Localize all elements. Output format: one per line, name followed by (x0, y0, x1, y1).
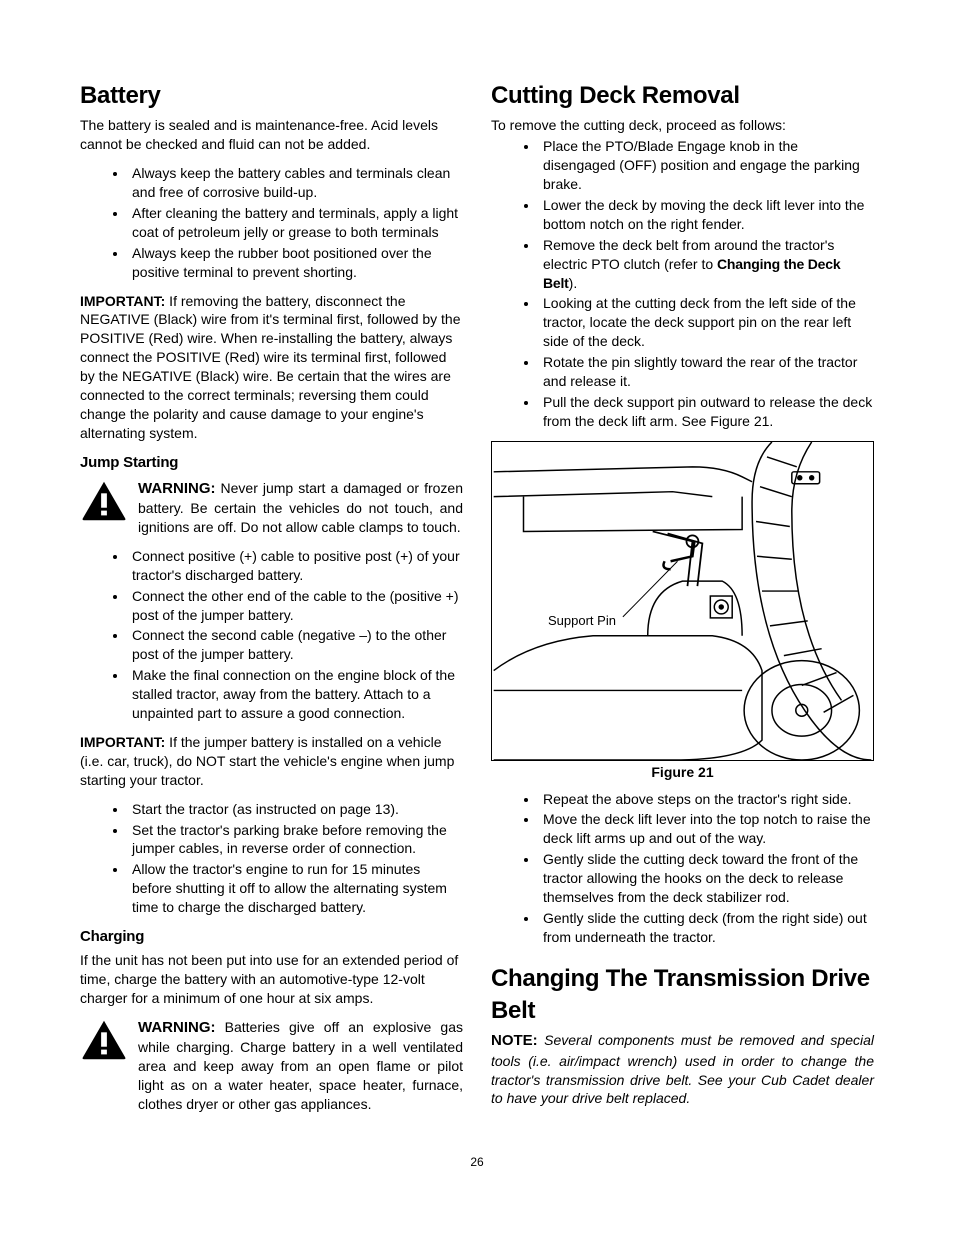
battery-list-1: Always keep the battery cables and termi… (80, 164, 463, 281)
list-item: Always keep the rubber boot positioned o… (128, 244, 463, 282)
jump-start-list-1: Connect positive (+) cable to positive p… (80, 547, 463, 723)
left-column: Battery The battery is sealed and is mai… (80, 80, 463, 1124)
list-item: Place the PTO/Blade Engage knob in the d… (539, 137, 874, 194)
list-item: Connect positive (+) cable to positive p… (128, 547, 463, 585)
note-body: Several components must be removed and s… (491, 1032, 874, 1106)
figure-label-support-pin: Support Pin (548, 612, 616, 630)
heading-jump-starting: Jump Starting (80, 453, 463, 473)
list-item: Pull the deck support pin outward to rel… (539, 393, 874, 431)
right-column: Cutting Deck Removal To remove the cutti… (491, 80, 874, 1124)
warning-triangle-icon (80, 1018, 128, 1062)
page-number: 26 (80, 1154, 874, 1170)
list-item: Make the final connection on the engine … (128, 666, 463, 723)
list-item: Gently slide the cutting deck (from the … (539, 909, 874, 947)
important-lead: IMPORTANT: (80, 293, 165, 309)
warning-lead: WARNING: (138, 1019, 216, 1036)
warning-text-2: WARNING: Batteries give off an explosive… (138, 1018, 463, 1114)
list-item: Set the tractor's parking brake before r… (128, 821, 463, 859)
figure-21-svg (492, 442, 873, 760)
warning-text-1: WARNING: Never jump start a damaged or f… (138, 479, 463, 537)
list-item: After cleaning the battery and terminals… (128, 204, 463, 242)
warning-triangle-icon (80, 479, 128, 523)
list-item: Repeat the above steps on the tractor's … (539, 790, 874, 809)
cutting-list-2: Repeat the above steps on the tractor's … (491, 790, 874, 947)
list-item: Connect the other end of the cable to th… (128, 587, 463, 625)
two-column-layout: Battery The battery is sealed and is mai… (80, 80, 874, 1124)
charging-paragraph: If the unit has not been put into use fo… (80, 951, 463, 1008)
important-lead: IMPORTANT: (80, 734, 165, 750)
warning-block-1: WARNING: Never jump start a damaged or f… (80, 479, 463, 537)
heading-charging: Charging (80, 927, 463, 947)
list-item: Lower the deck by moving the deck lift l… (539, 196, 874, 234)
note-paragraph: NOTE: Several components must be removed… (491, 1031, 874, 1108)
warning-block-2: WARNING: Batteries give off an explosive… (80, 1018, 463, 1114)
figure-caption: Figure 21 (491, 763, 874, 782)
list-item: Looking at the cutting deck from the lef… (539, 294, 874, 351)
heading-battery: Battery (80, 80, 463, 112)
list-item: Start the tractor (as instructed on page… (128, 800, 463, 819)
important-note-1: IMPORTANT: If removing the battery, disc… (80, 292, 463, 443)
list-item: Rotate the pin slightly toward the rear … (539, 353, 874, 391)
cutting-intro: To remove the cutting deck, proceed as f… (491, 116, 874, 135)
list-item: Connect the second cable (negative –) to… (128, 626, 463, 664)
list-item: Allow the tractor's engine to run for 15… (128, 860, 463, 917)
battery-intro: The battery is sealed and is maintenance… (80, 116, 463, 154)
list-item: Gently slide the cutting deck toward the… (539, 850, 874, 907)
list-item: Always keep the battery cables and termi… (128, 164, 463, 202)
figure-21: Support Pin (491, 441, 874, 761)
heading-changing-belt: Changing The Transmission Drive Belt (491, 963, 874, 1028)
list-item: Remove the deck belt from around the tra… (539, 236, 874, 293)
important-note-2: IMPORTANT: If the jumper battery is inst… (80, 733, 463, 790)
heading-cutting-deck: Cutting Deck Removal (491, 80, 874, 112)
important-body: If removing the battery, disconnect the … (80, 293, 461, 441)
warning-lead: WARNING: (138, 480, 216, 497)
jump-start-list-2: Start the tractor (as instructed on page… (80, 800, 463, 917)
cutting-list: Place the PTO/Blade Engage knob in the d… (491, 137, 874, 430)
belt-text-b: ). (569, 275, 578, 291)
list-item: Move the deck lift lever into the top no… (539, 810, 874, 848)
note-lead: NOTE: (491, 1032, 538, 1049)
